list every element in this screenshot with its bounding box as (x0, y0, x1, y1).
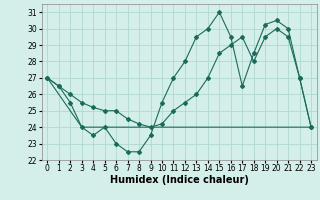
X-axis label: Humidex (Indice chaleur): Humidex (Indice chaleur) (110, 175, 249, 185)
